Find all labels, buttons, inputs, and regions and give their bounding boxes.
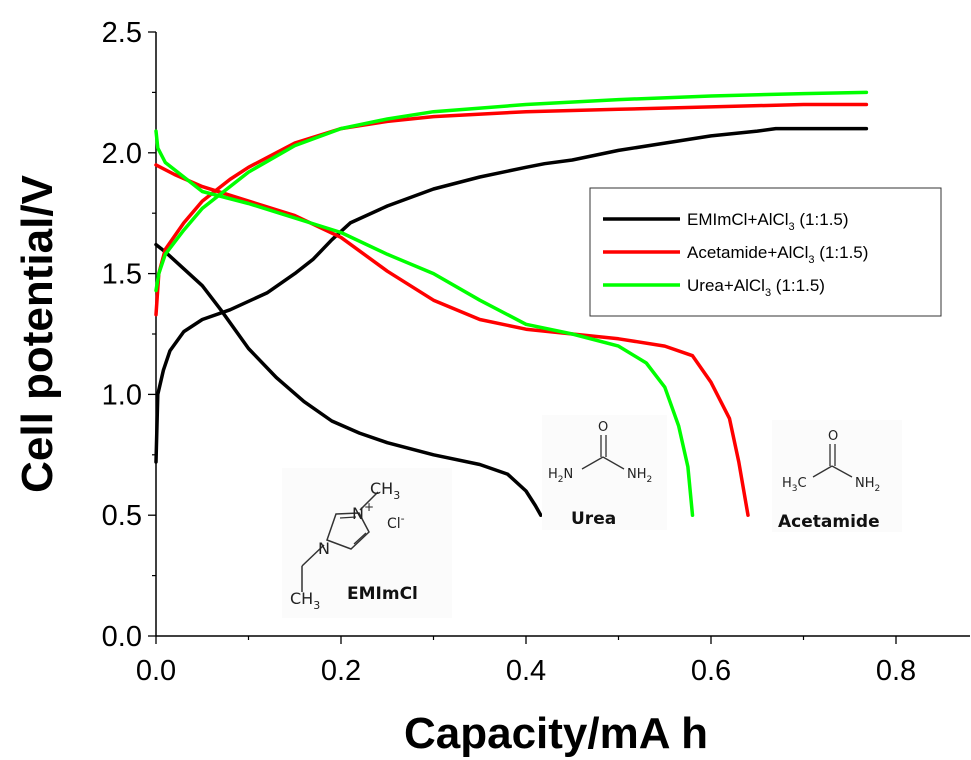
acetamide-cn-bond (831, 465, 853, 478)
acetamide-backdrop (772, 420, 902, 532)
x-tick-label: 0.8 (876, 655, 916, 687)
x-tick-label: 0.0 (136, 655, 176, 687)
series-line-urea-discharge (154, 129, 695, 517)
ring-double-bond-a (339, 516, 357, 519)
y-tick-label: 1.5 (102, 259, 142, 291)
acetamide-oxygen: O (828, 429, 838, 444)
x-tick-label: 0.4 (506, 655, 546, 687)
axis-ticks: 0.0 0.5 1.0 1.5 2.0 2.5 0.0 0.2 0.4 0.6 0.8 (102, 17, 916, 687)
urea-cn-bond-left (581, 456, 604, 470)
y-tick-label: 0.0 (102, 621, 142, 653)
y-tick-label: 2.0 (102, 138, 142, 170)
series-line-urea-charge (154, 90, 869, 293)
series-line-emimcl-discharge (154, 242, 543, 517)
y-tick-label: 2.5 (102, 17, 142, 49)
urea-oxygen: O (598, 420, 608, 435)
acetamide-structure: O H3C NH2 Acetamide (772, 420, 902, 532)
acetamide-cc-bond (812, 465, 833, 478)
y-tick-label: 1.0 (102, 379, 142, 411)
urea-h2n: H2N (548, 467, 573, 485)
emim-ch3-top: CH3 (370, 479, 400, 502)
emimcl-label: EMImCl (347, 584, 418, 604)
imidazolium-ring (326, 512, 370, 550)
legend-label-acetamide: Acetamide+AlCl3 (1:1.5) (687, 243, 868, 266)
emimcl-backdrop (282, 468, 452, 618)
series-line-emimcl-charge (154, 126, 869, 464)
legend-item-acetamide: Acetamide+AlCl3 (1:1.5) (603, 243, 868, 266)
urea-structure: O H2N NH2 Urea (542, 415, 667, 530)
emimcl-structure: N+ N CH3 Cl- CH3 EMImCl (282, 468, 452, 618)
emim-chloride: Cl- (387, 512, 405, 532)
series-layer (154, 90, 869, 517)
ethyl-bond-a (301, 544, 325, 567)
x-axis-title: Capacity/mA h (404, 709, 708, 758)
acetamide-label: Acetamide (778, 512, 880, 532)
y-tick-label: 0.5 (102, 500, 142, 532)
urea-label: Urea (571, 509, 616, 529)
legend-item-urea: Urea+AlCl3 (1:1.5) (603, 276, 825, 299)
emim-ch3-bottom: CH3 (290, 589, 320, 612)
urea-backdrop (542, 415, 667, 530)
legend-label-urea: Urea+AlCl3 (1:1.5) (687, 276, 825, 299)
legend-item-emimcl: EMImCl+AlCl3 (1:1.5) (603, 210, 849, 233)
urea-cn-bond-right (602, 456, 625, 470)
emim-n-plus: N+ (352, 500, 374, 523)
y-axis-title: Cell potential/V (13, 174, 62, 492)
emim-n: N (318, 539, 330, 558)
urea-nh2: NH2 (627, 467, 652, 485)
ring-double-bond-b (353, 532, 367, 545)
legend-label-emimcl: EMImCl+AlCl3 (1:1.5) (687, 210, 849, 233)
series-line-acetamide-discharge (154, 163, 750, 517)
x-tick-label: 0.6 (691, 655, 731, 687)
x-tick-label: 0.2 (321, 655, 361, 687)
legend: EMImCl+AlCl3 (1:1.5) Acetamide+AlCl3 (1:… (589, 187, 942, 317)
acetamide-nh2: NH2 (855, 476, 880, 494)
acetamide-h3c: H3C (782, 476, 807, 494)
methyl-bond (359, 491, 379, 511)
